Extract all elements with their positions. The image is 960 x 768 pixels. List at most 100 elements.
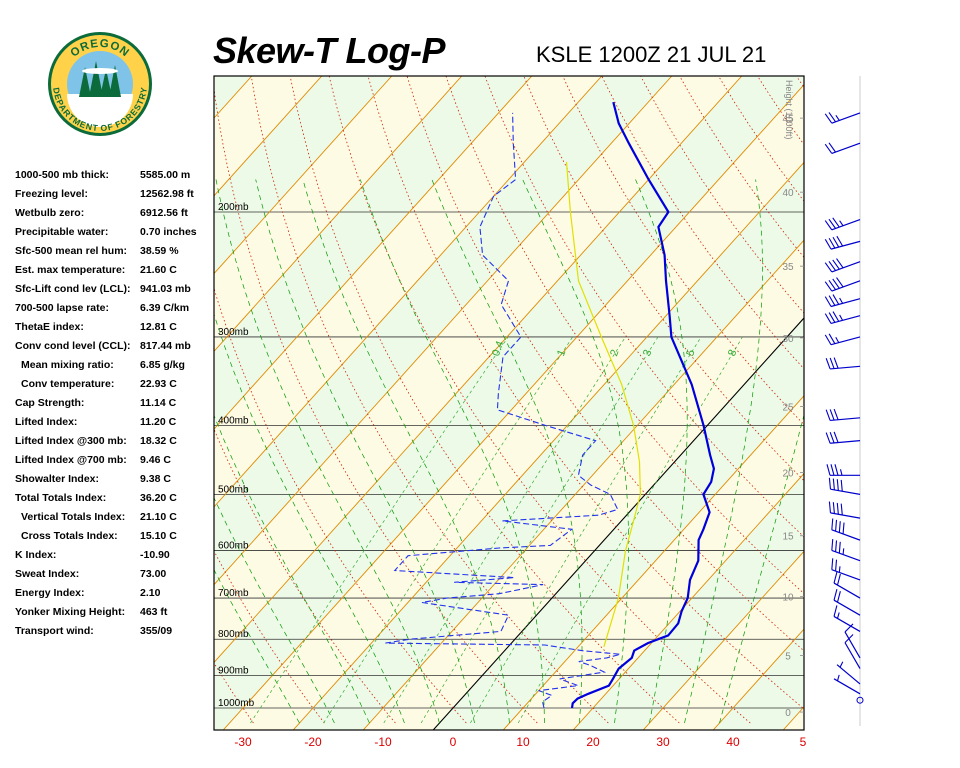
barb-full <box>832 502 835 514</box>
wind-barb <box>844 623 861 659</box>
dry-adiabat-line <box>214 428 396 724</box>
barb-full <box>829 409 835 421</box>
mixing-ratio-label: 0.4 <box>490 339 507 357</box>
moist-adiabat-line <box>214 313 405 724</box>
barb-full <box>836 502 839 515</box>
barb-half <box>839 297 844 304</box>
wind-barb <box>833 589 861 616</box>
stat-value: 11.20 C <box>140 416 177 428</box>
stat-label: Precipitable water: <box>15 226 109 238</box>
barb-full <box>828 312 836 323</box>
wind-barb <box>825 431 861 444</box>
stat-value: 6912.56 ft <box>140 207 188 219</box>
barb-full <box>828 237 836 249</box>
barb-full <box>833 589 838 601</box>
temperature-tick-label: 40 <box>726 735 740 749</box>
barb-staff <box>831 261 861 273</box>
pressure-label: 600mb <box>218 541 249 552</box>
barb-staff <box>830 315 861 325</box>
barb-half <box>842 548 845 555</box>
pressure-label: 400mb <box>218 416 249 427</box>
mixing-ratio-line <box>323 336 573 724</box>
barb-staff <box>831 529 861 541</box>
stat-value: 2.10 <box>140 587 161 599</box>
isotherm-band <box>214 76 804 730</box>
plot-grid: 0.4 1 2 3 5 8 <box>214 76 804 730</box>
mixing-ratio-line <box>517 336 743 724</box>
height-tick-label: 25 <box>782 403 794 414</box>
temperature-tick-label: 30 <box>656 735 670 749</box>
barb-staff <box>836 664 861 685</box>
barb-full <box>836 479 839 491</box>
wind-barbs <box>824 76 864 726</box>
barb-full <box>833 357 839 369</box>
temperature-tick-label: 0 <box>450 735 457 749</box>
barb-full <box>830 464 835 476</box>
barb-staff <box>830 336 861 346</box>
barb-full <box>825 432 831 444</box>
barb-full <box>824 296 832 307</box>
barb-full <box>826 464 831 476</box>
moist-adiabat-line <box>719 413 804 724</box>
height-tick-label: 5 <box>785 651 791 662</box>
barb-full <box>836 591 841 603</box>
barb-half <box>838 566 841 573</box>
wind-barb <box>833 571 861 599</box>
barb-full <box>832 217 840 228</box>
stat-value: 9.46 C <box>140 454 171 466</box>
stat-value: 941.03 mb <box>140 283 191 295</box>
parcel-trace <box>565 161 642 647</box>
barb-half <box>839 220 844 227</box>
barb-full <box>833 605 838 617</box>
dry-adiabat-line <box>523 76 804 482</box>
stat-label: Yonker Mixing Height: <box>15 606 126 618</box>
barb-full <box>835 519 838 532</box>
barb-half <box>835 336 840 343</box>
dewpoint-trace <box>385 112 621 709</box>
wind-barb <box>833 605 861 632</box>
barb-full <box>832 259 840 270</box>
stat-value: 9.38 C <box>140 473 171 485</box>
wind-barb <box>824 311 861 325</box>
stat-label: Lifted Index @300 mb: <box>15 435 127 447</box>
dry-adiabat-line <box>250 76 609 724</box>
stat-value: 463 ft <box>140 606 168 618</box>
stat-label: Wetbulb zero: <box>15 207 85 219</box>
mixing-ratio-label: 3 <box>641 348 654 358</box>
barb-staff <box>831 219 861 231</box>
barb-half <box>839 314 844 321</box>
isotherm-line <box>222 83 804 730</box>
barb-full <box>828 333 836 344</box>
moist-adiabat-line <box>302 179 510 724</box>
height-tick-label: 45 <box>782 114 794 125</box>
plot-frame <box>213 75 805 731</box>
stat-label: Vertical Totals Index: <box>21 511 126 523</box>
moist-adiabat-line <box>431 179 583 724</box>
barb-full <box>828 295 836 306</box>
dry-adiabat-line <box>289 76 680 724</box>
stat-label: 1000-500 mb thick: <box>15 169 109 181</box>
isotherm-line <box>214 76 323 197</box>
dry-adiabat-line <box>214 662 254 724</box>
barb-full <box>838 541 841 554</box>
stat-label: Mean mixing ratio: <box>21 359 114 371</box>
barb-staff <box>844 642 861 669</box>
height-tick-label: 40 <box>782 188 794 199</box>
barb-staff <box>830 440 861 444</box>
barb-full <box>828 501 832 513</box>
dry-adiabat-line <box>214 287 467 724</box>
barb-staff <box>844 631 861 659</box>
mixing-ratio-label: 2 <box>608 348 621 358</box>
barb-full <box>833 571 838 584</box>
isotherm-band <box>783 706 804 730</box>
barb-full <box>836 573 841 586</box>
stat-label: Conv cond level (CCL): <box>15 340 131 352</box>
barb-full <box>828 477 832 490</box>
pressure-label: 700mb <box>218 588 249 599</box>
pressure-label: 500mb <box>218 484 249 495</box>
stat-value: 12.81 C <box>140 321 177 333</box>
isotherm-line <box>214 76 743 664</box>
temperature-tick-label: -10 <box>374 735 392 749</box>
wind-barb <box>856 696 864 704</box>
temperature-tick-label: -20 <box>304 735 322 749</box>
